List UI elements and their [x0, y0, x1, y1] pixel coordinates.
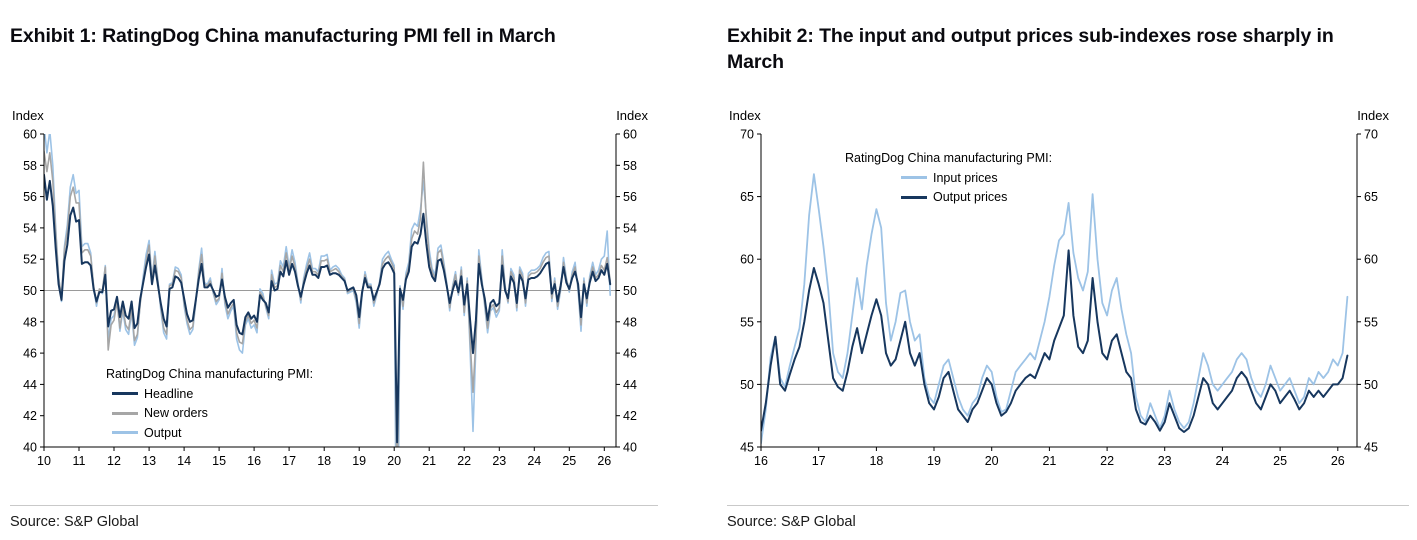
- svg-text:19: 19: [352, 454, 366, 468]
- y-axis-unit-left: Index: [729, 108, 761, 123]
- svg-text:26: 26: [597, 454, 611, 468]
- svg-text:55: 55: [740, 315, 754, 329]
- svg-text:42: 42: [23, 409, 37, 423]
- svg-text:21: 21: [422, 454, 436, 468]
- svg-text:55: 55: [1364, 315, 1378, 329]
- exhibit-1-chart: Index Index 40 40 42 42 44 44 46 46 48 48 50 50 52 52…: [10, 108, 650, 508]
- legend-item-output-prices: Output prices: [901, 189, 1052, 206]
- svg-text:48: 48: [23, 315, 37, 329]
- legend-item-output: Output: [106, 425, 313, 442]
- legend-label: Input prices: [933, 170, 998, 185]
- svg-text:45: 45: [740, 441, 754, 455]
- svg-text:14: 14: [177, 454, 191, 468]
- svg-text:15: 15: [212, 454, 226, 468]
- svg-text:22: 22: [457, 454, 471, 468]
- svg-text:40: 40: [23, 441, 37, 455]
- svg-text:17: 17: [282, 454, 296, 468]
- svg-text:23: 23: [1158, 454, 1172, 468]
- y-axis-unit-left: Index: [12, 108, 44, 123]
- svg-text:54: 54: [23, 221, 37, 235]
- svg-text:25: 25: [1273, 454, 1287, 468]
- new-orders-line-swatch-icon: [112, 411, 138, 415]
- svg-text:52: 52: [23, 253, 37, 267]
- svg-text:40: 40: [623, 441, 637, 455]
- exhibit-1-legend: RatingDog China manufacturing PMI: Headl…: [106, 366, 313, 441]
- legend-label: Output prices: [933, 190, 1008, 204]
- prices-line-chart: 45 45 50 50 55 55 60 60 65 65 70 70 16 17 18 19 20 21 22 23…: [740, 128, 1378, 469]
- panel-divider: [727, 505, 1409, 506]
- svg-text:46: 46: [23, 347, 37, 361]
- exhibit-2-panel: Exhibit 2: The input and output prices s…: [727, 8, 1409, 532]
- exhibit-1-title: Exhibit 1: RatingDog China manufacturing…: [10, 25, 556, 48]
- svg-text:18: 18: [317, 454, 331, 468]
- svg-text:16: 16: [754, 454, 768, 468]
- svg-text:56: 56: [623, 190, 637, 204]
- svg-text:20: 20: [985, 454, 999, 468]
- output-line-swatch-icon: [112, 431, 138, 435]
- legend-label: New orders: [144, 406, 208, 420]
- svg-text:65: 65: [740, 190, 754, 204]
- svg-text:22: 22: [1100, 454, 1114, 468]
- pmi-line-chart: 40 40 42 42 44 44 46 46 48 48 50 50 52 52 54 54 56 56 58 58…: [23, 128, 637, 469]
- legend-title: RatingDog China manufacturing PMI:: [845, 151, 1053, 165]
- svg-text:48: 48: [623, 315, 637, 329]
- svg-text:50: 50: [623, 284, 637, 298]
- svg-text:24: 24: [527, 454, 541, 468]
- exhibit-1-panel: Exhibit 1: RatingDog China manufacturing…: [10, 8, 658, 532]
- svg-text:50: 50: [23, 284, 37, 298]
- svg-text:45: 45: [1364, 441, 1378, 455]
- svg-text:16: 16: [247, 454, 261, 468]
- legend-item-headline: Headline: [106, 386, 313, 403]
- svg-text:46: 46: [623, 347, 637, 361]
- exhibit-2-chart: Index Index 45 45 50 50 55 55 60 60 65 65 70 70 16 17…: [727, 108, 1391, 508]
- svg-text:52: 52: [623, 253, 637, 267]
- legend-label: Headline: [144, 386, 194, 401]
- svg-text:58: 58: [23, 159, 37, 173]
- svg-text:13: 13: [142, 454, 156, 468]
- svg-text:56: 56: [23, 190, 37, 204]
- svg-text:54: 54: [623, 221, 637, 235]
- source-note: Source: S&P Global: [10, 514, 139, 530]
- input-prices-line-swatch-icon: [901, 176, 927, 180]
- svg-text:60: 60: [623, 128, 637, 142]
- svg-text:42: 42: [623, 409, 637, 423]
- svg-text:18: 18: [869, 454, 883, 468]
- legend-label: Output: [144, 425, 182, 440]
- svg-text:50: 50: [740, 378, 754, 392]
- svg-text:20: 20: [387, 454, 401, 468]
- y-axis-unit-right: Index: [1357, 108, 1389, 123]
- svg-text:44: 44: [623, 378, 637, 392]
- source-note: Source: S&P Global: [727, 514, 856, 530]
- svg-text:60: 60: [1364, 253, 1378, 267]
- legend-item-new-orders: New orders: [106, 405, 313, 422]
- output-prices-line-swatch-icon: [901, 195, 927, 199]
- svg-text:17: 17: [812, 454, 826, 468]
- svg-text:25: 25: [562, 454, 576, 468]
- svg-text:24: 24: [1215, 454, 1229, 468]
- svg-text:65: 65: [1364, 190, 1378, 204]
- legend-item-input-prices: Input prices: [901, 170, 1052, 187]
- svg-text:23: 23: [492, 454, 506, 468]
- svg-text:19: 19: [927, 454, 941, 468]
- exhibit-2-title: Exhibit 2: The input and output prices s…: [727, 25, 1334, 73]
- svg-text:50: 50: [1364, 378, 1378, 392]
- svg-text:44: 44: [23, 378, 37, 392]
- svg-text:21: 21: [1042, 454, 1056, 468]
- svg-text:12: 12: [107, 454, 121, 468]
- svg-text:70: 70: [1364, 128, 1378, 142]
- svg-text:10: 10: [37, 454, 51, 468]
- svg-text:60: 60: [740, 253, 754, 267]
- svg-text:26: 26: [1331, 454, 1345, 468]
- exhibit-2-legend: RatingDog China manufacturing PMI: Input…: [845, 150, 1052, 206]
- svg-text:58: 58: [623, 159, 637, 173]
- headline-line-swatch-icon: [112, 392, 138, 396]
- svg-text:60: 60: [23, 128, 37, 142]
- panel-divider: [10, 505, 658, 506]
- y-axis-unit-right: Index: [616, 108, 648, 123]
- svg-text:11: 11: [73, 454, 86, 468]
- svg-text:70: 70: [740, 128, 754, 142]
- legend-title: RatingDog China manufacturing PMI:: [106, 367, 314, 381]
